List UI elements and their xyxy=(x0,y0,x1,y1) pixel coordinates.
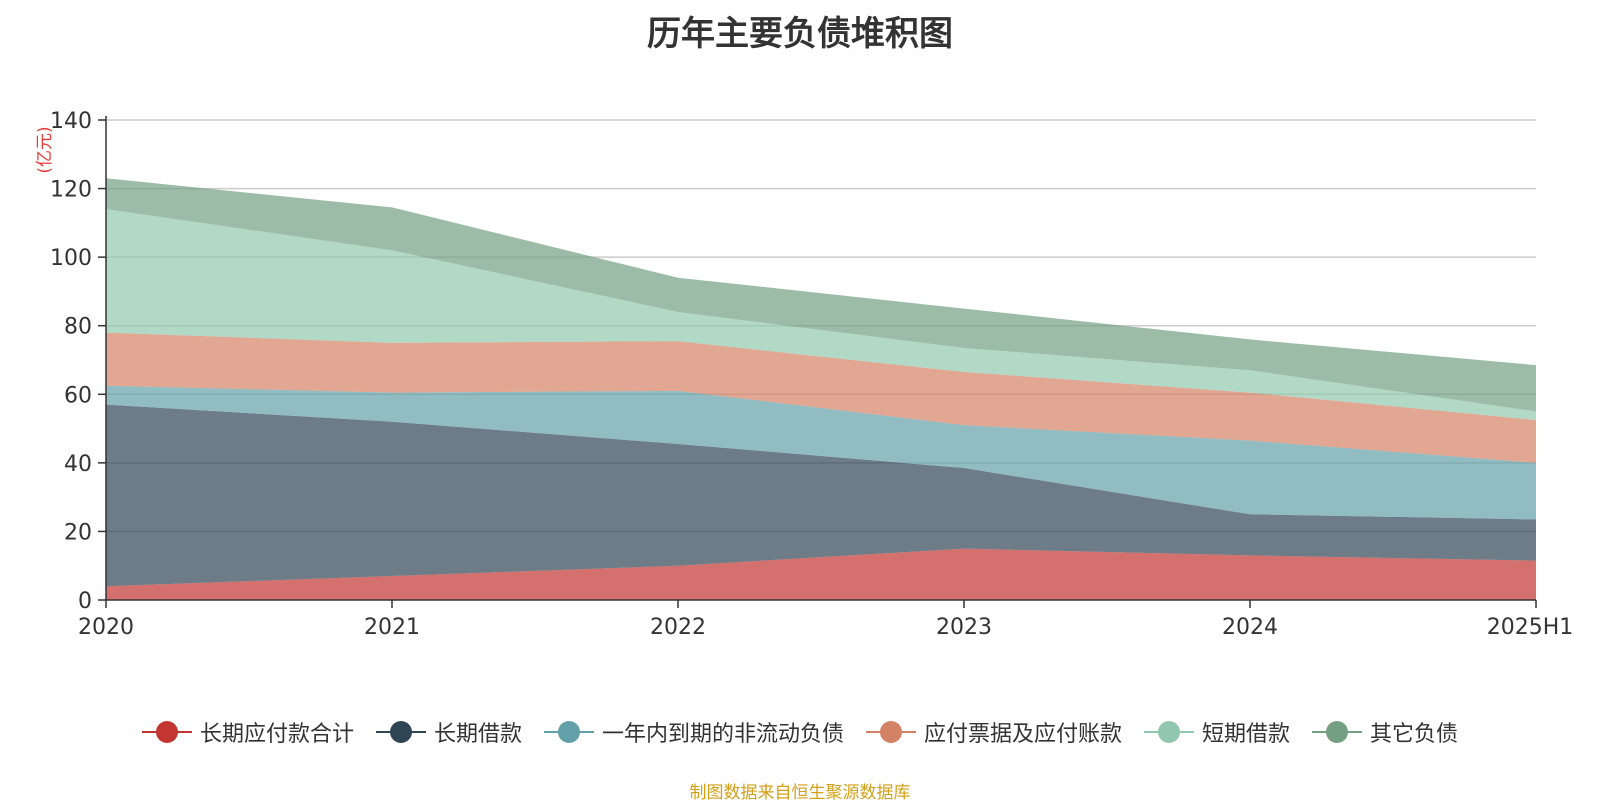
legend-marker-icon xyxy=(866,720,916,744)
x-tick-label: 2020 xyxy=(78,615,134,640)
legend-label: 一年内到期的非流动负债 xyxy=(601,722,844,747)
legend-label: 应付票据及应付账款 xyxy=(924,722,1123,747)
legend-marker-icon xyxy=(1312,720,1363,744)
x-tick-label: 2024 xyxy=(1222,615,1278,640)
axes: 0 20 40 60 80 100 120 140 2020 2021 2022 2023 2024 20… xyxy=(50,109,1573,640)
y-tick-label: 20 xyxy=(64,520,92,545)
legend-label: 短期借款 xyxy=(1202,722,1291,747)
legend-item[interactable]: 短期借款 xyxy=(1144,716,1290,748)
legend-item[interactable]: 长期应付款合计 xyxy=(141,716,354,748)
area-series-3 xyxy=(106,332,1536,463)
legend-item[interactable]: 其它负债 xyxy=(1312,716,1458,748)
area-series xyxy=(106,178,1536,600)
y-tick-label: 120 xyxy=(50,178,92,203)
area-series-0 xyxy=(106,548,1536,600)
area-series-4 xyxy=(106,209,1536,420)
legend-item[interactable]: 长期借款 xyxy=(375,716,522,748)
x-tick-label: 2022 xyxy=(650,615,706,640)
legend-label: 长期借款 xyxy=(433,722,522,747)
area-series-5 xyxy=(106,178,1536,412)
legend-marker-icon xyxy=(141,720,192,744)
x-tick-label: 2023 xyxy=(936,615,992,640)
source-note: 制图数据来自恒生聚源数据库 xyxy=(689,783,911,803)
area-series-1 xyxy=(106,404,1536,587)
legend-label: 长期应付款合计 xyxy=(199,722,354,747)
legend-item[interactable]: 一年内到期的非流动负债 xyxy=(543,716,844,748)
y-unit-label: (亿元) xyxy=(35,126,55,173)
chart-title: 历年主要负债堆积图 xyxy=(647,14,953,54)
legend: 长期应付款合计 长期借款 一年内到期的非流动负债 应付票据及应付账款 短期借款 其它负债 xyxy=(0,716,1600,748)
y-tick-label: 0 xyxy=(78,589,92,614)
y-tick-label: 140 xyxy=(50,109,92,134)
y-tick-label: 40 xyxy=(64,452,92,477)
legend-marker-icon xyxy=(1144,720,1195,744)
y-tick-label: 60 xyxy=(64,383,92,408)
legend-marker-icon xyxy=(543,720,594,744)
x-tick-label: 2025H1 xyxy=(1487,615,1574,640)
y-tick-label: 100 xyxy=(50,246,92,271)
legend-label: 其它负债 xyxy=(1370,722,1459,747)
legend-item[interactable]: 应付票据及应付账款 xyxy=(866,716,1122,748)
x-tick-label: 2021 xyxy=(364,615,420,640)
legend-marker-icon xyxy=(375,720,426,744)
stacked-area-chart: 0 20 40 60 80 100 120 140 2020 2021 2022 2023 2024 20… xyxy=(35,109,1573,640)
y-tick-label: 80 xyxy=(64,315,92,340)
area-series-2 xyxy=(106,385,1536,520)
